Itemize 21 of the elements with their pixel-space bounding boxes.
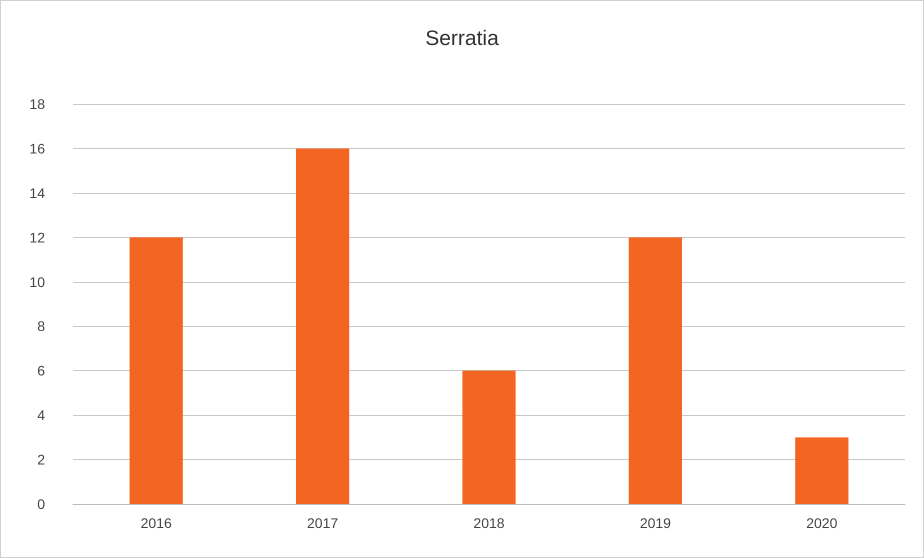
bar <box>795 437 848 504</box>
bar <box>628 237 682 504</box>
bar <box>296 148 350 504</box>
y-tick-label: 16 <box>29 140 46 156</box>
chart-title: Serratia <box>425 27 500 50</box>
y-tick-label: 12 <box>29 229 46 246</box>
x-tick-label: 2020 <box>806 515 838 531</box>
y-tick-label: 0 <box>37 496 46 512</box>
y-tick-label: 18 <box>29 96 46 112</box>
bar <box>130 237 183 504</box>
x-tick-label: 2017 <box>307 515 338 531</box>
y-tick-label: 10 <box>29 274 46 290</box>
y-tick-label: 6 <box>37 362 46 379</box>
x-tick-label: 2016 <box>140 515 172 531</box>
y-tick-label: 14 <box>29 184 46 201</box>
y-tick-label: 4 <box>37 407 46 424</box>
bar <box>462 370 516 504</box>
y-tick-label: 2 <box>37 452 46 468</box>
y-tick-label: 8 <box>37 318 46 334</box>
x-tick-label: 2018 <box>473 515 505 531</box>
x-tick-label: 2019 <box>640 515 672 531</box>
